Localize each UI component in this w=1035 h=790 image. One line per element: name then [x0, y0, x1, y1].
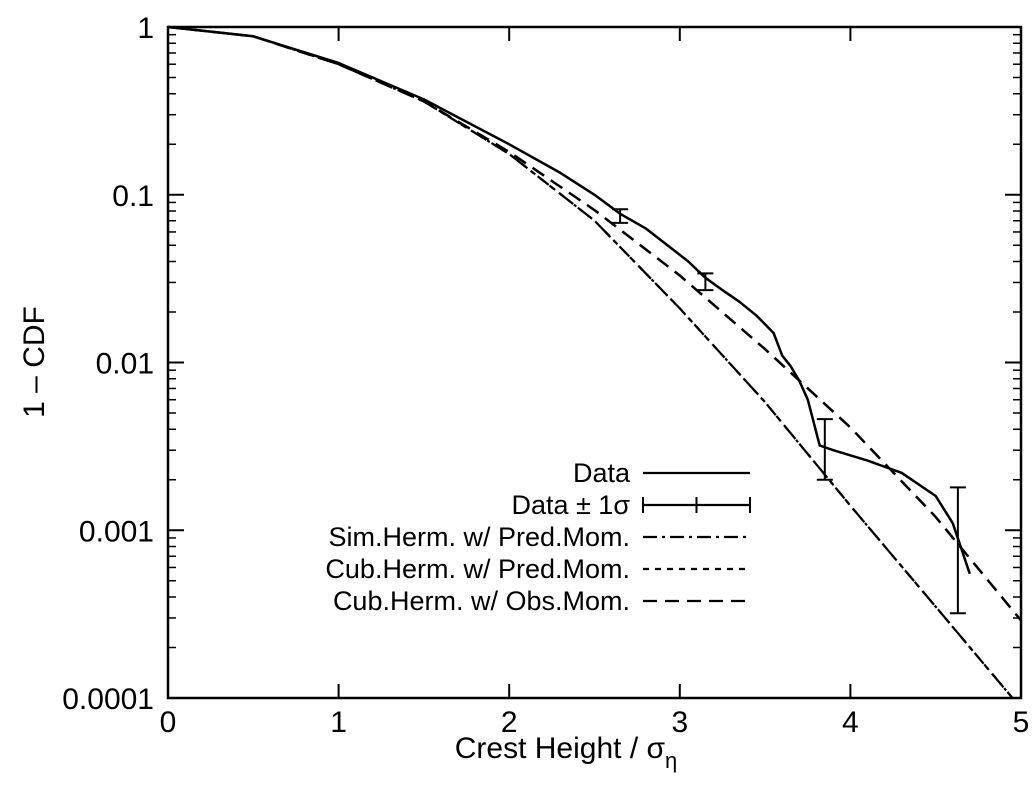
- x-tick-label: 5: [1013, 706, 1030, 739]
- legend-label-data: Data: [573, 458, 631, 488]
- axis-ticks: [168, 26, 1021, 699]
- x-tick-label: 3: [671, 706, 688, 739]
- y-tick-label: 0.1: [112, 180, 154, 213]
- legend-label-cub-herm-w-pred-mom: Cub.Herm. w/ Pred.Mom.: [325, 554, 630, 584]
- error-bars: [612, 208, 966, 615]
- plot-lines: [167, 25, 1022, 699]
- legend-label-sim-herm-w-pred-mom: Sim.Herm. w/ Pred.Mom.: [328, 522, 630, 552]
- y-tick-label: 1: [137, 12, 154, 45]
- series-line-data: [167, 25, 971, 575]
- legend-label-cub-herm-w-obs-mom: Cub.Herm. w/ Obs.Mom.: [333, 586, 630, 616]
- tick-labels: 0 1 2 3 4 5 1 0.1 0.01 0.001 0.0001: [62, 12, 1029, 739]
- x-tick-label: 2: [501, 706, 518, 739]
- y-tick-label: 0.001: [79, 515, 154, 548]
- y-tick-label: 0.01: [96, 348, 154, 381]
- x-axis-label-subscript: η: [665, 748, 677, 773]
- x-axis-label: Crest Height / ση: [455, 732, 678, 773]
- series-line-cub-herm-w-obs-mom: [167, 25, 1022, 622]
- x-tick-label: 4: [842, 706, 859, 739]
- legend-label-data-1: Data ± 1σ: [511, 490, 630, 520]
- x-tick-label: 0: [160, 706, 177, 739]
- y-tick-label: 0.0001: [62, 683, 154, 716]
- x-tick-label: 1: [330, 706, 347, 739]
- y-axis-label: 1 – CDF: [18, 306, 51, 418]
